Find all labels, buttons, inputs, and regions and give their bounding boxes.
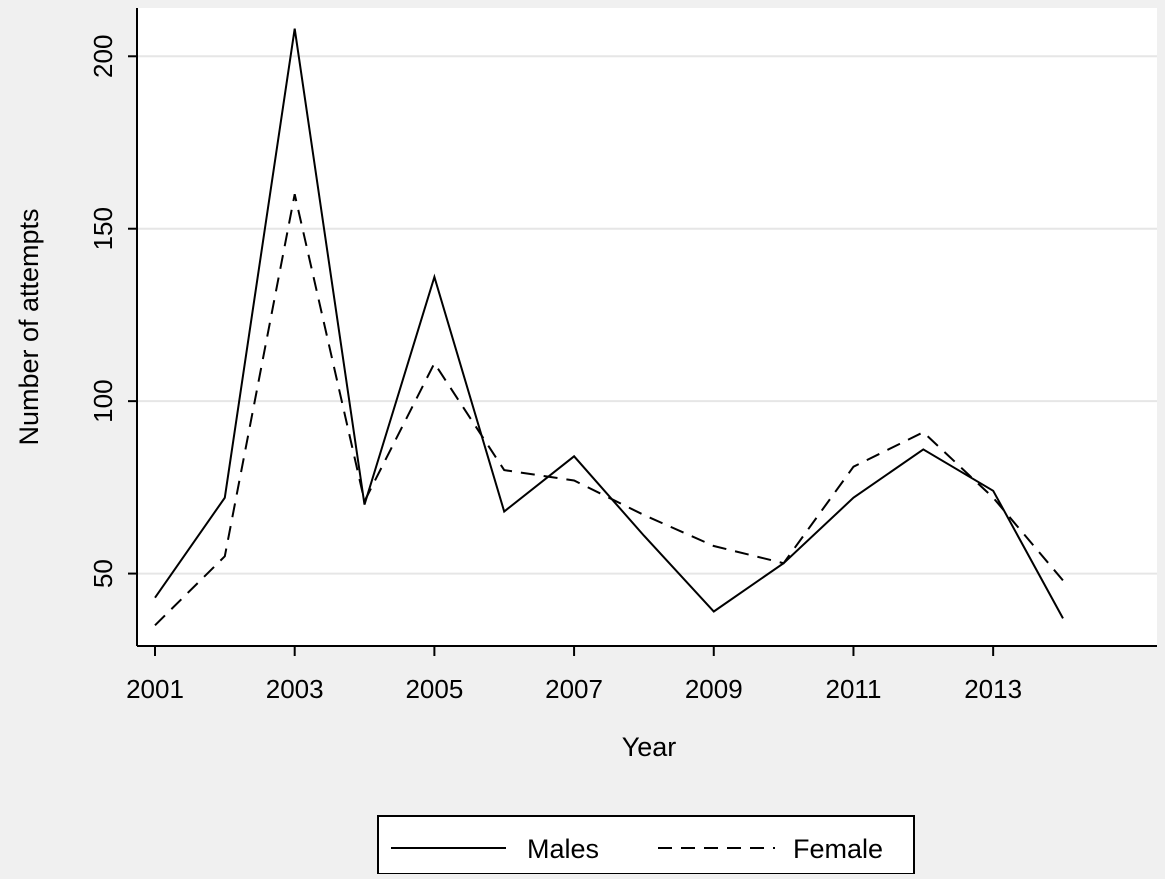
y-tick-label-150: 150 <box>88 207 118 250</box>
x-axis-title: Year <box>622 732 677 762</box>
x-tick-label-2003: 2003 <box>266 674 324 704</box>
x-ticks: 2001 2003 2005 2007 2009 2011 2013 <box>126 646 1022 704</box>
legend-label-female: Female <box>793 834 883 864</box>
legend: Males Female <box>378 816 914 874</box>
x-tick-label-2005: 2005 <box>405 674 463 704</box>
x-tick-label-2011: 2011 <box>826 674 882 704</box>
x-tick-label-2007: 2007 <box>545 674 603 704</box>
y-ticks: 50 100 150 200 <box>88 35 137 588</box>
legend-label-males: Males <box>527 834 599 864</box>
x-tick-label-2013: 2013 <box>964 674 1022 704</box>
x-tick-label-2009: 2009 <box>685 674 743 704</box>
plot-area <box>137 8 1157 646</box>
x-tick-label-2001: 2001 <box>126 674 184 704</box>
y-axis-title: Number of attempts <box>14 208 44 445</box>
y-tick-label-100: 100 <box>88 379 118 422</box>
y-tick-label-200: 200 <box>88 35 118 78</box>
y-tick-label-50: 50 <box>88 559 118 588</box>
